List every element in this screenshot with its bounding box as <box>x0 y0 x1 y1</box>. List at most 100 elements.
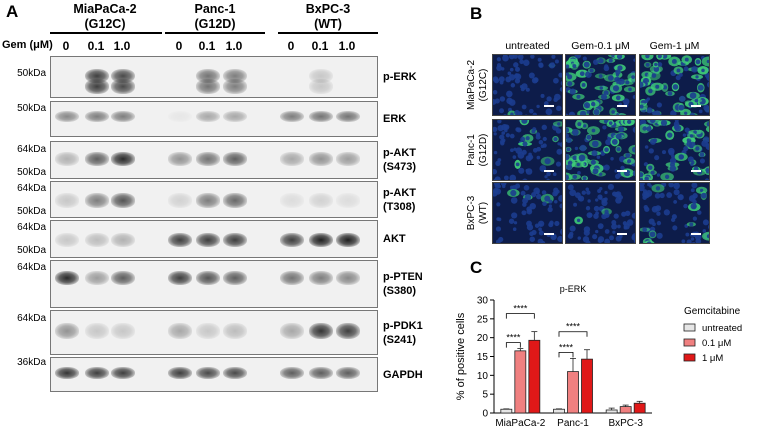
protein-band <box>336 232 360 248</box>
microscopy-row-label: Panc-1 (G12D) <box>466 120 490 180</box>
protein-band <box>85 366 109 379</box>
blot-strip <box>50 310 378 355</box>
blot-site: (T308) <box>383 200 416 213</box>
scale-bar <box>544 105 554 107</box>
row-cell-line: Panc-1 <box>466 134 477 166</box>
panel-c-letter: C <box>470 258 483 277</box>
mw-marker: 50kDa <box>17 103 46 114</box>
significance-label: **** <box>506 333 521 343</box>
mw-marker: 50kDa <box>17 206 46 217</box>
y-tick-label: 5 <box>482 390 488 401</box>
protein-band <box>280 152 304 166</box>
mw-marker: 50kDa <box>17 245 46 256</box>
protein-band <box>309 152 333 166</box>
blot-protein: p-ERK <box>383 71 417 83</box>
x-tick-label: Panc-1 <box>557 418 589 429</box>
bar <box>567 371 579 414</box>
protein-band <box>223 152 247 166</box>
protein-band <box>280 193 304 208</box>
cell-line-genotype: (G12C) <box>84 17 126 31</box>
protein-band <box>55 232 79 248</box>
microscopy-image <box>565 54 636 116</box>
microscopy-column-label: Gem-1 μM <box>649 40 700 52</box>
legend-title: Gemcitabine <box>684 306 741 317</box>
protein-band <box>111 232 135 248</box>
protein-band <box>196 270 220 285</box>
protein-band <box>223 110 247 123</box>
microscopy-image <box>492 119 563 181</box>
mw-marker: 64kDa <box>17 222 46 233</box>
blot-label: p-PDK1 (S241) <box>383 319 423 347</box>
y-tick-label: 25 <box>477 314 489 325</box>
protein-band <box>55 323 79 340</box>
protein-band <box>309 232 333 248</box>
blot-protein: AKT <box>383 233 406 245</box>
microscopy-image <box>492 182 563 244</box>
protein-band <box>223 79 247 94</box>
dose-label: 1.0 <box>225 39 243 53</box>
significance-bracket <box>558 351 574 358</box>
blot-label: p-ERK <box>383 70 417 84</box>
protein-band <box>55 152 79 166</box>
microscopy-image <box>639 182 710 244</box>
protein-band <box>55 366 79 379</box>
bar <box>581 358 593 414</box>
protein-band <box>85 323 109 340</box>
dose-label: 1.0 <box>113 39 131 53</box>
significance-label: **** <box>513 304 528 314</box>
legend-swatch <box>683 353 696 362</box>
protein-band <box>309 323 333 340</box>
x-tick-label: BxPC-3 <box>608 418 643 429</box>
gem-dose-label: Gem (μM) <box>2 39 53 51</box>
scale-bar <box>544 233 554 235</box>
protein-band <box>196 193 220 208</box>
protein-band <box>55 193 79 208</box>
protein-band <box>196 152 220 166</box>
x-tick-label: MiaPaCa-2 <box>495 418 545 429</box>
dose-label: 0 <box>287 39 295 53</box>
mw-marker: 64kDa <box>17 313 46 324</box>
cell-line-name: Panc-1 <box>194 2 236 16</box>
cell-line-underline <box>50 32 162 34</box>
cell-line-header-bxpc3: BxPC-3 (WT) <box>278 2 378 32</box>
protein-band <box>309 270 333 285</box>
mw-marker: 64kDa <box>17 144 46 155</box>
protein-band <box>309 193 333 208</box>
protein-band <box>336 193 360 208</box>
mw-marker: 50kDa <box>17 68 46 79</box>
blot-strip <box>50 357 378 392</box>
blot-label: GAPDH <box>383 368 423 382</box>
p-erk-bar-chart: p-ERK 0 5 10 15 20 25 30 % of positive cells MiaP… <box>455 284 742 429</box>
protein-band <box>280 110 304 123</box>
protein-band <box>168 366 192 379</box>
protein-band <box>309 110 333 123</box>
cell-line-name: MiaPaCa-2 <box>73 2 137 16</box>
legend-label: untreated <box>702 323 742 334</box>
scale-bar <box>617 170 627 172</box>
row-cell-line: MiaPaCa-2 <box>466 59 477 111</box>
blot-strip <box>50 181 378 218</box>
protein-band <box>223 270 247 285</box>
protein-band <box>280 270 304 285</box>
y-axis-label: % of positive cells <box>455 312 467 400</box>
cell-line-header-miapaca: MiaPaCa-2 (G12C) <box>50 2 160 32</box>
blot-strip <box>50 101 378 137</box>
blot-label: p-AKT (S473) <box>383 146 416 174</box>
blot-site: (S380) <box>383 285 417 297</box>
protein-band <box>309 366 333 379</box>
dose-label: 1.0 <box>338 39 356 53</box>
panel-b-letter: B <box>470 4 483 23</box>
dose-label: 0 <box>175 39 183 53</box>
protein-band <box>85 232 109 248</box>
microscopy-column-label: Gem-0.1 μM <box>571 40 630 52</box>
dose-label: 0.1 <box>198 39 216 53</box>
blot-strip <box>50 56 378 98</box>
protein-band <box>111 152 135 166</box>
legend-swatch <box>683 338 696 347</box>
protein-band <box>196 79 220 94</box>
protein-band <box>85 270 109 285</box>
legend-label: 0.1 μM <box>702 338 731 349</box>
chart-title: p-ERK <box>560 284 587 294</box>
bar <box>619 406 632 414</box>
protein-band <box>309 79 333 94</box>
